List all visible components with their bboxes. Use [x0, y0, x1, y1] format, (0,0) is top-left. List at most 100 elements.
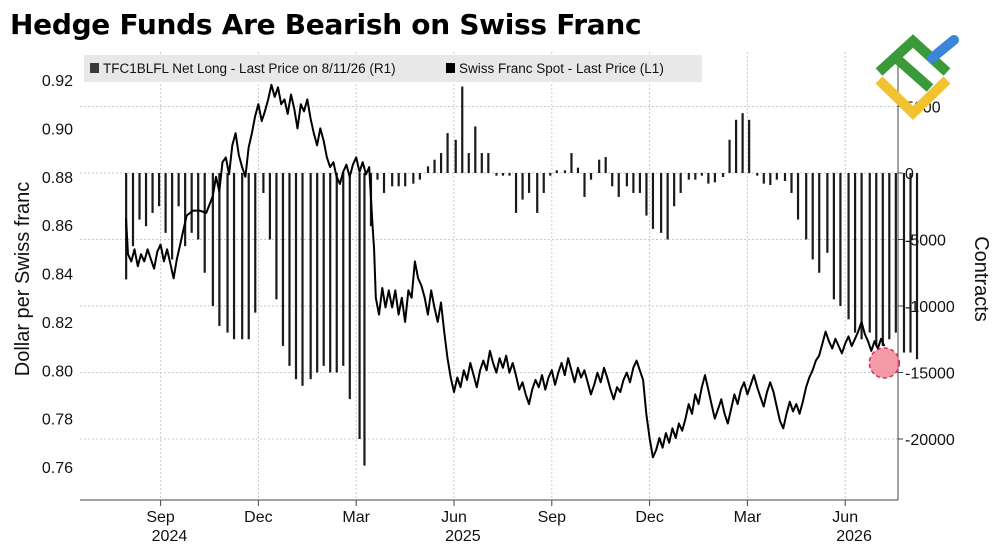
net-long-bar	[358, 173, 361, 439]
net-long-bar	[382, 173, 386, 193]
net-long-bar	[811, 173, 814, 260]
net-long-bar	[748, 119, 751, 173]
net-long-bar	[138, 173, 141, 220]
net-long-bar	[316, 173, 319, 373]
net-long-bar	[527, 173, 531, 193]
net-long-bar	[660, 173, 663, 233]
net-long-bar	[769, 173, 772, 185]
net-long-bar	[589, 173, 593, 180]
net-long-bar	[638, 173, 642, 193]
x-tick-label: Jun	[832, 509, 858, 526]
franc-spot-line-group	[125, 83, 886, 459]
franc-spot-line	[125, 83, 886, 459]
net-long-bar	[902, 173, 906, 353]
net-long-bar	[391, 173, 394, 187]
net-long-bar	[611, 173, 614, 187]
net-long-bar	[694, 173, 697, 180]
left-tick-label: 0.86	[42, 218, 73, 235]
legend-entry-net-long: TFC1BLFL Net Long - Last Price on 8/11/2…	[103, 61, 396, 76]
net-long-bar	[673, 173, 676, 207]
left-tick-label: 0.76	[42, 460, 73, 477]
left-axis-labels: 0.76 0.78 0.80 0.82 0.84 0.86 0.88 0.90 0.92	[42, 73, 73, 477]
net-long-bar	[241, 173, 244, 340]
legend: TFC1BLFL Net Long - Last Price on 8/11/2…	[84, 55, 702, 82]
net-long-bar	[177, 173, 180, 207]
net-long-bar	[756, 173, 759, 176]
net-long-bar	[700, 173, 703, 176]
right-tick-label: 0	[905, 166, 914, 183]
net-long-bar	[254, 173, 257, 313]
net-long-bar	[805, 173, 808, 240]
right-tick-label: -5000	[905, 233, 946, 250]
logo-yellow-chevron	[875, 76, 951, 120]
net-long-bar	[514, 173, 518, 213]
legend-entry-spot: Swiss Franc Spot - Last Price (L1)	[459, 61, 664, 76]
net-long-bar	[322, 173, 325, 366]
x-tick-label: Dec	[244, 509, 272, 526]
net-long-bar	[329, 173, 332, 373]
left-tick-label: 0.82	[42, 315, 73, 332]
net-long-bar	[847, 173, 850, 320]
x-tick-label: Jun	[441, 509, 467, 526]
net-long-bar	[721, 173, 725, 177]
net-long-bar	[728, 139, 731, 173]
net-long-bar	[853, 173, 857, 333]
net-long-bar	[617, 173, 620, 197]
left-tick-label: 0.80	[42, 363, 73, 380]
net-long-bar	[868, 173, 871, 333]
net-long-bar	[232, 173, 236, 340]
net-long-bar	[583, 173, 586, 197]
net-long-bar	[294, 173, 298, 380]
net-long-bar	[480, 153, 483, 173]
net-long-bar	[604, 157, 607, 173]
x-tick-label: Sep	[146, 509, 175, 526]
net-long-bar	[632, 173, 635, 193]
net-long-bar	[888, 173, 891, 340]
net-long-bar	[818, 173, 821, 273]
logo-green-chevron	[875, 34, 951, 76]
chart-title: Hedge Funds Are Bearish on Swiss Franc	[10, 8, 642, 41]
net-long-bar	[536, 173, 539, 213]
net-long-bar	[363, 173, 366, 466]
net-long-bar	[832, 173, 835, 300]
left-tick-label: 0.92	[42, 73, 73, 90]
x-tick-label: Mar	[342, 509, 370, 526]
net-long-bar	[790, 173, 793, 193]
legend-swatch-spot	[446, 63, 455, 73]
net-long-bar	[144, 173, 148, 227]
net-long-bar	[301, 173, 304, 386]
x-year-label: 2026	[836, 528, 872, 545]
net-long-bar	[184, 173, 187, 247]
net-long-bar	[881, 173, 884, 346]
net-long-bar	[247, 173, 250, 340]
brand-logo	[875, 34, 959, 120]
right-tick-label: -20000	[905, 432, 955, 449]
net-long-bar	[151, 173, 154, 213]
net-long-bar	[666, 173, 669, 240]
net-long-bar	[762, 173, 765, 184]
left-axis-title: Dollar per Swiss franc	[12, 182, 34, 377]
logo-blue-stroke	[927, 35, 959, 63]
x-year-label: 2025	[445, 528, 481, 545]
left-tick-label: 0.90	[42, 121, 73, 138]
net-long-bar	[418, 173, 421, 180]
net-long-bar	[734, 119, 738, 173]
net-long-bar	[576, 167, 580, 173]
net-long-bar	[501, 173, 505, 176]
highlight-circle-group	[868, 347, 901, 379]
net-long-bar	[288, 173, 291, 366]
net-long-bar	[549, 173, 552, 176]
net-long-bar	[542, 173, 545, 193]
net-long-bar	[860, 173, 863, 340]
net-long-bar	[555, 170, 558, 173]
left-tick-label: 0.78	[42, 412, 73, 429]
net-long-bar	[570, 153, 573, 173]
net-long-bar	[521, 173, 524, 200]
net-long-bar	[625, 173, 628, 187]
grid-lines	[80, 52, 898, 500]
net-long-bar	[226, 173, 229, 333]
net-long-bar	[783, 173, 787, 181]
net-long-bar	[348, 173, 351, 400]
